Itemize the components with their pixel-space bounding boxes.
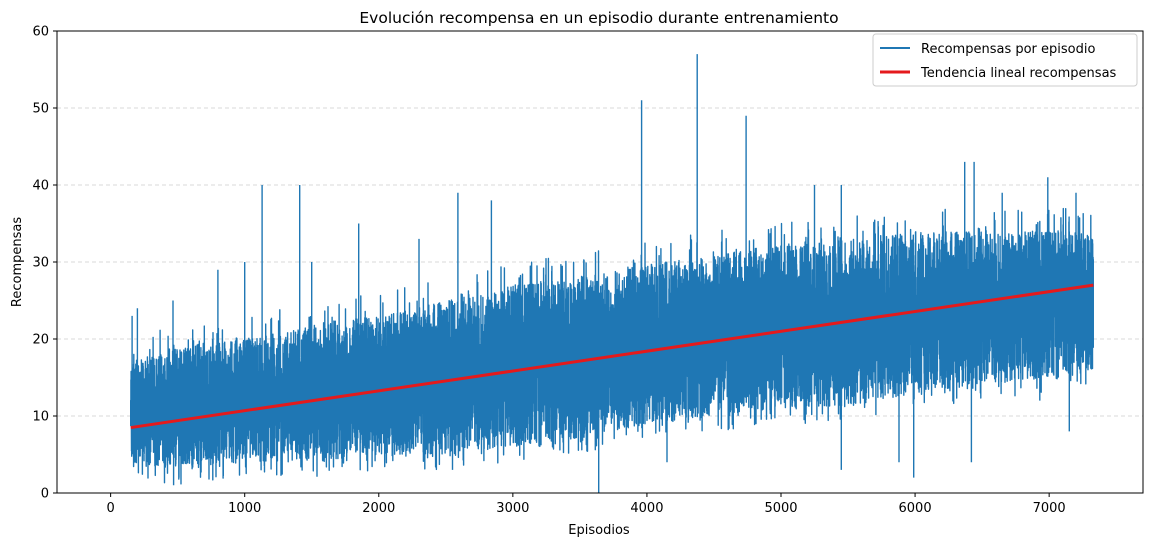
legend-label-trend: Tendencia lineal recompensas: [920, 66, 1117, 81]
y-tick-label: 30: [32, 256, 49, 271]
y-tick-label: 20: [32, 333, 49, 348]
x-tick-label: 6000: [899, 501, 932, 516]
legend-box: [872, 33, 1138, 87]
x-tick-label: 3000: [496, 501, 529, 516]
x-tick-label: 2000: [362, 501, 395, 516]
x-tick-label: 5000: [764, 501, 797, 516]
y-tick-label: 0: [41, 487, 49, 502]
legend: Recompensas por episodio Tendencia linea…: [872, 33, 1138, 87]
x-tick-label: 1000: [228, 501, 261, 516]
x-tick-label: 4000: [630, 501, 663, 516]
trend-line: [130, 283, 1094, 430]
y-axis: 0 10 20 30 40 50 60: [32, 25, 57, 502]
y-axis-label: Recompensas: [10, 217, 25, 307]
x-axis: 0 1000 2000 3000 4000 5000 6000 7000: [106, 493, 1066, 516]
chart-title: Evolución recompensa en un episodio dura…: [359, 9, 838, 27]
legend-label-rewards: Recompensas por episodio: [921, 42, 1095, 57]
y-tick-label: 50: [32, 102, 49, 117]
rewards-series-line: [130, 54, 1094, 493]
y-tick-label: 40: [32, 179, 49, 194]
x-tick-label: 7000: [1033, 501, 1066, 516]
x-tick-label: 0: [106, 501, 114, 516]
y-tick-label: 10: [32, 410, 49, 425]
y-tick-label: 60: [32, 25, 49, 40]
x-axis-label: Episodios: [568, 523, 630, 538]
plot-area: [130, 54, 1094, 493]
